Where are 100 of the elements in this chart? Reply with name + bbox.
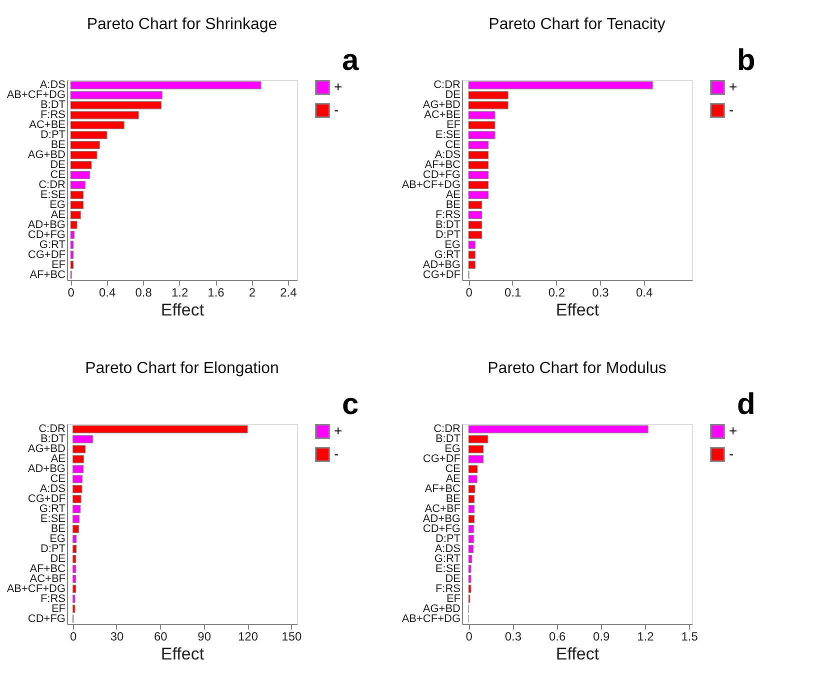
y-tick-label: C:DR <box>434 79 461 92</box>
x-axis-title: Effect <box>160 300 204 320</box>
y-tick-label: A:DS <box>434 149 460 162</box>
bar <box>70 141 100 150</box>
y-tick-label: C:DR <box>434 423 461 436</box>
x-tick-label: 2 <box>248 286 256 300</box>
legend-label: + <box>729 78 738 94</box>
y-tick-label: CE <box>50 473 66 486</box>
y-tick-label: AB+CF+DG <box>6 89 66 102</box>
x-tick-label: 0.4 <box>99 286 116 300</box>
x-tick-label: 1.2 <box>171 286 188 300</box>
y-tick-label: DE <box>50 159 66 172</box>
bar <box>468 534 474 544</box>
y-tick-label: E:SE <box>40 188 66 201</box>
y-tick-label: AF+BC <box>424 159 461 172</box>
chart-title: Pareto Chart for Tenacity <box>488 16 666 33</box>
y-tick-label: DE <box>445 89 460 102</box>
y-tick-label: BE <box>50 522 66 535</box>
bar <box>468 554 472 563</box>
y-tick-label: AD+BG <box>422 513 460 526</box>
y-tick-label: G:RT <box>434 552 461 565</box>
bar <box>72 574 76 583</box>
text: d <box>737 388 756 421</box>
y-tick-label: CG+DF <box>422 268 461 281</box>
bar <box>72 534 77 544</box>
bar <box>468 220 482 229</box>
y-tick-label: F:RS <box>435 582 460 595</box>
y-tick-label: CD+FG <box>28 228 66 241</box>
y-tick-label: AF+BC <box>30 562 66 575</box>
text: c <box>342 388 359 421</box>
y-tick-label: A:DS <box>434 542 460 555</box>
y-tick-label: F:RS <box>435 208 460 221</box>
y-tick-label: BE <box>50 139 66 152</box>
y-tick-label: AG+BD <box>28 443 66 456</box>
y-tick-label: A:DS <box>40 79 66 92</box>
legend-label: - <box>334 446 339 462</box>
y-tick-label: CE <box>445 139 460 152</box>
legend-label: - <box>729 446 734 462</box>
bar <box>468 151 489 160</box>
bar <box>72 465 84 474</box>
bar <box>468 200 482 209</box>
y-tick-label: DE <box>50 552 66 565</box>
x-tick-label: 0.9 <box>593 630 610 644</box>
y-tick-label: EG <box>444 443 460 456</box>
y-tick-label: CD+FG <box>422 169 460 182</box>
bar <box>70 121 124 130</box>
y-tick-label: E:SE <box>40 513 66 526</box>
y-tick-label: A:DS <box>40 483 66 496</box>
y-tick-label: D:PT <box>40 129 66 142</box>
bar <box>468 230 482 239</box>
y-tick-label: CG+DF <box>28 248 66 261</box>
y-tick-label: AC+BF <box>30 572 66 585</box>
bar <box>70 160 92 170</box>
bar <box>468 564 472 573</box>
y-tick-label: G:RT <box>39 503 66 516</box>
y-tick-label: D:PT <box>435 532 461 545</box>
y-tick-label: EF <box>446 592 461 605</box>
x-tick-label: 0 <box>466 286 473 300</box>
bar <box>468 210 482 219</box>
bar <box>70 131 108 140</box>
legend-label: + <box>334 78 342 94</box>
y-tick-label: AD+BG <box>28 463 66 476</box>
y-tick-label: AE <box>50 453 66 466</box>
x-tick-label: 0.6 <box>548 630 566 644</box>
y-tick-label: D:PT <box>40 542 66 555</box>
legend-label: + <box>334 422 342 438</box>
y-tick-label: AD+BG <box>422 258 460 271</box>
bar <box>468 121 496 130</box>
bar <box>70 230 75 239</box>
x-axis-title: Effect <box>160 644 204 664</box>
y-tick-label: BE <box>446 493 460 506</box>
y-tick-label: AG+BD <box>28 149 66 162</box>
y-tick-label: CE <box>50 169 66 182</box>
bar <box>72 475 82 484</box>
bar <box>70 220 78 229</box>
x-tick-label: 0 <box>466 630 473 644</box>
x-tick-label: 30 <box>110 630 124 644</box>
y-tick-label: D:PT <box>435 228 461 241</box>
bar <box>70 151 98 160</box>
y-tick-label: F:RS <box>40 109 66 122</box>
y-tick-label: EG <box>444 238 460 251</box>
bar <box>70 180 86 190</box>
y-tick-label: G:RT <box>39 238 66 251</box>
x-tick-label: 1.5 <box>681 630 698 644</box>
bar <box>468 141 489 150</box>
y-tick-label: BE <box>446 198 460 211</box>
bar <box>468 524 474 534</box>
x-tick-label: 0.1 <box>504 286 522 300</box>
y-tick-label: AF+BC <box>424 483 461 496</box>
y-tick-label: AF+BC <box>30 268 66 281</box>
x-tick-label: 0.4 <box>636 286 653 300</box>
bar <box>72 524 79 534</box>
y-tick-label: AD+BG <box>28 218 66 231</box>
bar <box>72 485 82 494</box>
y-tick-label: F:RS <box>40 592 66 605</box>
y-tick-label: AC+BE <box>29 119 66 132</box>
x-tick-label: 0.8 <box>135 286 152 300</box>
y-tick-label: B:DT <box>435 218 461 231</box>
bar <box>468 131 496 140</box>
bar <box>468 485 476 494</box>
